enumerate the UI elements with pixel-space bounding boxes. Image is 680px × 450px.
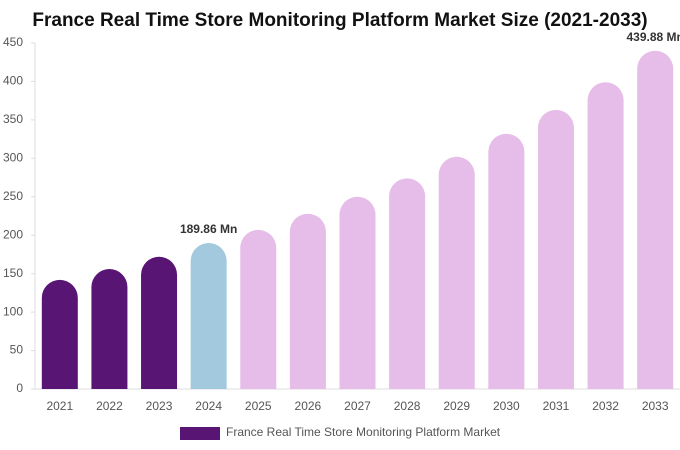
- y-tick-label: 250: [3, 189, 23, 203]
- bar: [141, 256, 178, 389]
- bar: [240, 229, 277, 389]
- x-tick-label: 2033: [642, 399, 669, 413]
- bar: [438, 156, 475, 389]
- x-tick-label: 2022: [96, 399, 123, 413]
- y-tick-label: 350: [3, 112, 23, 126]
- bar: [91, 269, 128, 389]
- legend-label: France Real Time Store Monitoring Platfo…: [226, 425, 501, 439]
- y-tick-label: 450: [3, 35, 23, 49]
- y-tick-label: 300: [3, 151, 23, 165]
- x-tick-label: 2021: [46, 399, 73, 413]
- x-tick-label: 2023: [146, 399, 173, 413]
- x-tick-label: 2029: [443, 399, 470, 413]
- x-tick-label: 2026: [295, 399, 322, 413]
- bar: [190, 243, 227, 389]
- bar: [537, 109, 574, 389]
- value-label: 439.88 Mn: [627, 30, 680, 44]
- chart-title: France Real Time Store Monitoring Platfo…: [32, 10, 647, 31]
- y-tick-label: 50: [10, 343, 24, 357]
- legend-swatch: [180, 427, 220, 440]
- x-tick-label: 2031: [543, 399, 570, 413]
- x-tick-label: 2027: [344, 399, 371, 413]
- x-tick-label: 2032: [592, 399, 619, 413]
- bar: [587, 82, 624, 390]
- x-tick-label: 2024: [195, 399, 222, 413]
- y-tick-label: 400: [3, 74, 23, 88]
- bar: [339, 196, 376, 389]
- y-tick-label: 150: [3, 266, 23, 280]
- bar: [389, 178, 426, 389]
- value-label: 189.86 Mn: [180, 222, 237, 236]
- x-tick-label: 2028: [394, 399, 421, 413]
- bar: [41, 279, 78, 389]
- x-tick-label: 2025: [245, 399, 272, 413]
- y-tick-label: 0: [16, 381, 23, 395]
- bar: [637, 50, 674, 389]
- bar: [289, 213, 326, 389]
- x-tick-label: 2030: [493, 399, 520, 413]
- y-tick-label: 100: [3, 304, 23, 318]
- y-tick-label: 200: [3, 227, 23, 241]
- bar: [488, 133, 525, 389]
